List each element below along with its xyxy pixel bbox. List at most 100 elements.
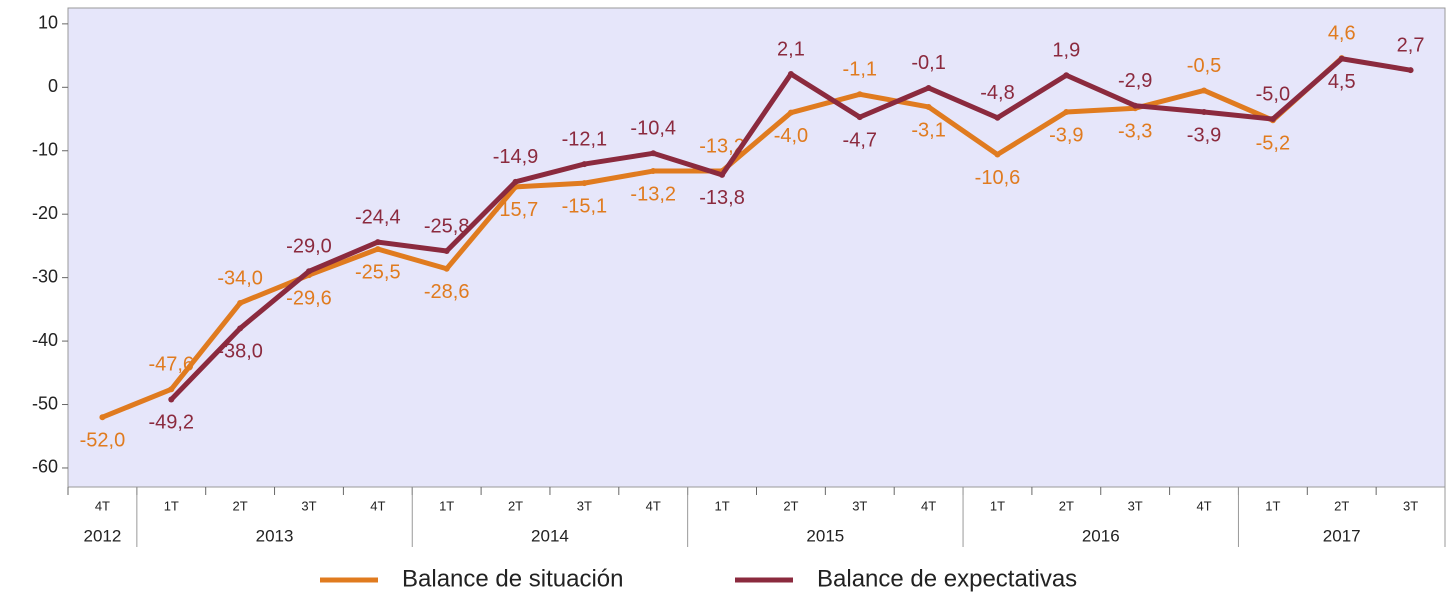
point — [787, 70, 794, 77]
point — [1063, 72, 1070, 79]
x-tick-label: 4T — [370, 498, 385, 513]
point — [1201, 87, 1208, 94]
x-tick-label: 2T — [783, 498, 798, 513]
x-tick-label: 4T — [646, 498, 661, 513]
legend-label: Balance de expectativas — [817, 565, 1077, 592]
x-tick-label: 4T — [921, 498, 936, 513]
data-label: -52,0 — [80, 429, 126, 451]
y-tick-label: -40 — [32, 330, 58, 350]
point — [443, 265, 450, 272]
x-tick-label: 3T — [301, 498, 316, 513]
data-label: 4,5 — [1328, 71, 1356, 93]
x-tick-label: 2T — [233, 498, 248, 513]
x-tick-label: 3T — [577, 498, 592, 513]
data-label: -34,0 — [217, 267, 263, 289]
x-tick-label: 3T — [1403, 498, 1418, 513]
x-tick-label: 1T — [990, 498, 1005, 513]
point — [994, 114, 1001, 121]
data-label: -28,6 — [424, 281, 470, 303]
year-label: 2016 — [1082, 526, 1120, 545]
data-label: -15,7 — [493, 199, 539, 221]
data-label: -24,4 — [355, 206, 401, 228]
x-tick-label: 2T — [508, 498, 523, 513]
point — [374, 239, 381, 246]
y-tick-label: 10 — [38, 13, 58, 33]
point — [1063, 109, 1070, 116]
point — [994, 151, 1001, 158]
point — [925, 84, 932, 91]
data-label: 1,9 — [1052, 40, 1080, 62]
year-label: 2014 — [531, 526, 569, 545]
y-tick-label: -30 — [32, 266, 58, 286]
point — [237, 300, 244, 307]
x-tick-label: 2T — [1334, 498, 1349, 513]
x-tick-label: 1T — [1265, 498, 1280, 513]
data-label: 2,1 — [777, 38, 805, 60]
point — [581, 180, 588, 187]
point — [1201, 109, 1208, 116]
point — [305, 268, 312, 275]
data-label: -3,9 — [1049, 124, 1083, 146]
point — [787, 109, 794, 116]
x-tick-label: 1T — [439, 498, 454, 513]
point — [925, 103, 932, 110]
year-label: 2013 — [256, 526, 294, 545]
data-label: -10,6 — [975, 167, 1021, 189]
y-tick-label: -10 — [32, 139, 58, 159]
data-label: -5,0 — [1256, 83, 1290, 105]
year-label: 2012 — [84, 526, 122, 545]
data-label: -1,1 — [843, 59, 877, 81]
point — [374, 246, 381, 253]
y-tick-label: -60 — [32, 457, 58, 477]
data-label: -49,2 — [148, 412, 194, 434]
point — [1407, 67, 1414, 74]
point — [1132, 102, 1139, 109]
point — [856, 114, 863, 121]
x-tick-label: 2T — [1059, 498, 1074, 513]
data-label: -14,9 — [493, 146, 539, 168]
data-label: 2,7 — [1397, 34, 1425, 56]
x-tick-label: 4T — [1196, 498, 1211, 513]
point — [856, 91, 863, 98]
point — [512, 178, 519, 185]
x-tick-label: 1T — [164, 498, 179, 513]
data-label: -12,1 — [562, 128, 608, 150]
data-label: -25,8 — [424, 215, 470, 237]
data-label: -13,2 — [699, 135, 745, 157]
point — [719, 171, 726, 178]
point — [443, 247, 450, 254]
x-tick-label: 1T — [714, 498, 729, 513]
data-label: -3,9 — [1187, 124, 1221, 146]
data-label: -5,2 — [1256, 133, 1290, 155]
point — [168, 386, 175, 393]
x-tick-label: 3T — [852, 498, 867, 513]
data-label: -0,1 — [911, 52, 945, 74]
data-label: -4,0 — [774, 125, 808, 147]
point — [1269, 116, 1276, 123]
data-label: -4,8 — [980, 82, 1014, 104]
year-label: 2015 — [806, 526, 844, 545]
data-label: 4,6 — [1328, 22, 1356, 44]
data-label: -4,7 — [843, 129, 877, 151]
y-tick-label: -50 — [32, 393, 58, 413]
year-label: 2017 — [1323, 526, 1361, 545]
data-label: -13,8 — [699, 187, 745, 209]
data-label: -29,0 — [286, 236, 332, 258]
data-label: -2,9 — [1118, 70, 1152, 92]
plot-area — [67, 7, 1446, 488]
data-label: -10,4 — [630, 118, 676, 140]
point — [650, 150, 657, 157]
legend-label: Balance de situación — [402, 565, 623, 592]
data-label: -47,6 — [148, 354, 194, 376]
point — [650, 168, 657, 175]
point — [99, 414, 106, 421]
point — [1338, 55, 1345, 62]
data-label: -3,1 — [911, 119, 945, 141]
y-tick-label: -20 — [32, 203, 58, 223]
data-label: -13,2 — [630, 183, 676, 205]
x-tick-label: 3T — [1128, 498, 1143, 513]
data-label: -38,0 — [217, 341, 263, 363]
data-label: -0,5 — [1187, 55, 1221, 77]
x-tick-label: 4T — [95, 498, 110, 513]
